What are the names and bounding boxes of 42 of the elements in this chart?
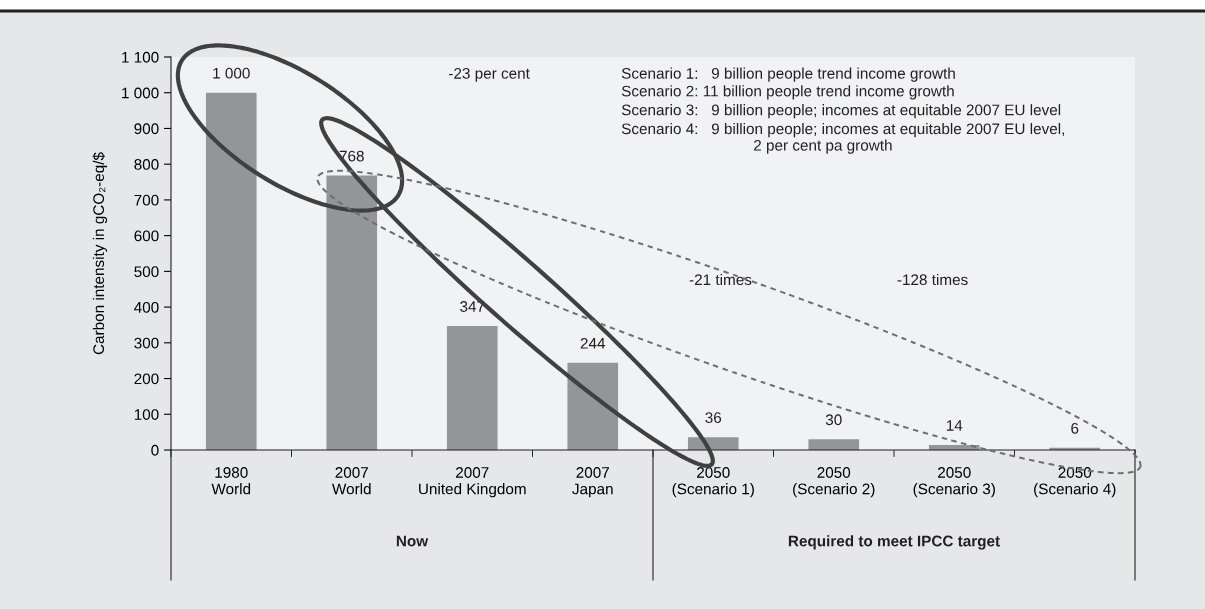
- bar: [205, 92, 257, 450]
- bar: [808, 439, 860, 450]
- annotation: -23 per cent: [449, 67, 530, 82]
- x-tick-label: 2007 World: [332, 467, 371, 495]
- annotation: -21 times: [689, 273, 752, 286]
- y-tick-label: 1 000: [122, 87, 159, 99]
- y-tick-label: 0: [151, 444, 159, 456]
- text: Required to meet IPCC target: [788, 535, 1000, 550]
- y-tick-label: 900: [134, 123, 159, 135]
- y-tick-label: 500: [134, 266, 159, 278]
- data-label: 1 000: [213, 67, 250, 79]
- data-label: 14: [946, 420, 963, 431]
- annotation: 2 per cent pa growth: [754, 139, 892, 154]
- y-tick-label: 200: [134, 373, 159, 385]
- annotation: Scenario 3: 9 billion people; incomes at equitable 2007 EU level: [621, 104, 1061, 119]
- x-tick-label: 1980 World: [211, 467, 251, 495]
- text: Now: [396, 535, 429, 547]
- data-label: 244: [580, 337, 606, 349]
- annotation: Scenario 1: 9 billion people trend income growth: [621, 67, 955, 82]
- data-label: 6: [1071, 422, 1079, 434]
- annotation: Scenario 2: 11 billion people trend income growth: [621, 85, 954, 100]
- annotation: -128 times: [897, 273, 968, 286]
- x-tick-label: 2007 United Kingdom: [419, 467, 526, 498]
- x-tick-label: 2050 (Scenario 2): [793, 467, 875, 498]
- x-tick-label: 2007 Japan: [572, 467, 613, 498]
- y-tick-label: 700: [134, 194, 159, 206]
- y-tick-label: 100: [134, 409, 159, 420]
- annotation: Scenario 4: 9 billion people; incomes at equitable 2007 EU level,: [621, 122, 1064, 138]
- bar: [567, 362, 619, 450]
- y-tick-label: 300: [134, 337, 159, 349]
- y-tick-label: 600: [134, 230, 159, 242]
- bar: [326, 175, 378, 450]
- y-tick-label: 800: [134, 159, 159, 170]
- data-label: 36: [705, 412, 722, 424]
- x-tick-label: 2050 (Scenario 1): [672, 467, 754, 498]
- x-tick-label: 2050 (Scenario 4): [1034, 467, 1116, 498]
- bar: [446, 326, 498, 450]
- x-tick-label: 2050 (Scenario 3): [913, 467, 995, 498]
- y-tick-label: 400: [134, 301, 159, 313]
- y-axis-title: Carbon intensity in gCO₂-eq/$: [92, 152, 108, 355]
- data-label: 30: [825, 414, 842, 426]
- y-tick-label: 1 100: [122, 51, 159, 63]
